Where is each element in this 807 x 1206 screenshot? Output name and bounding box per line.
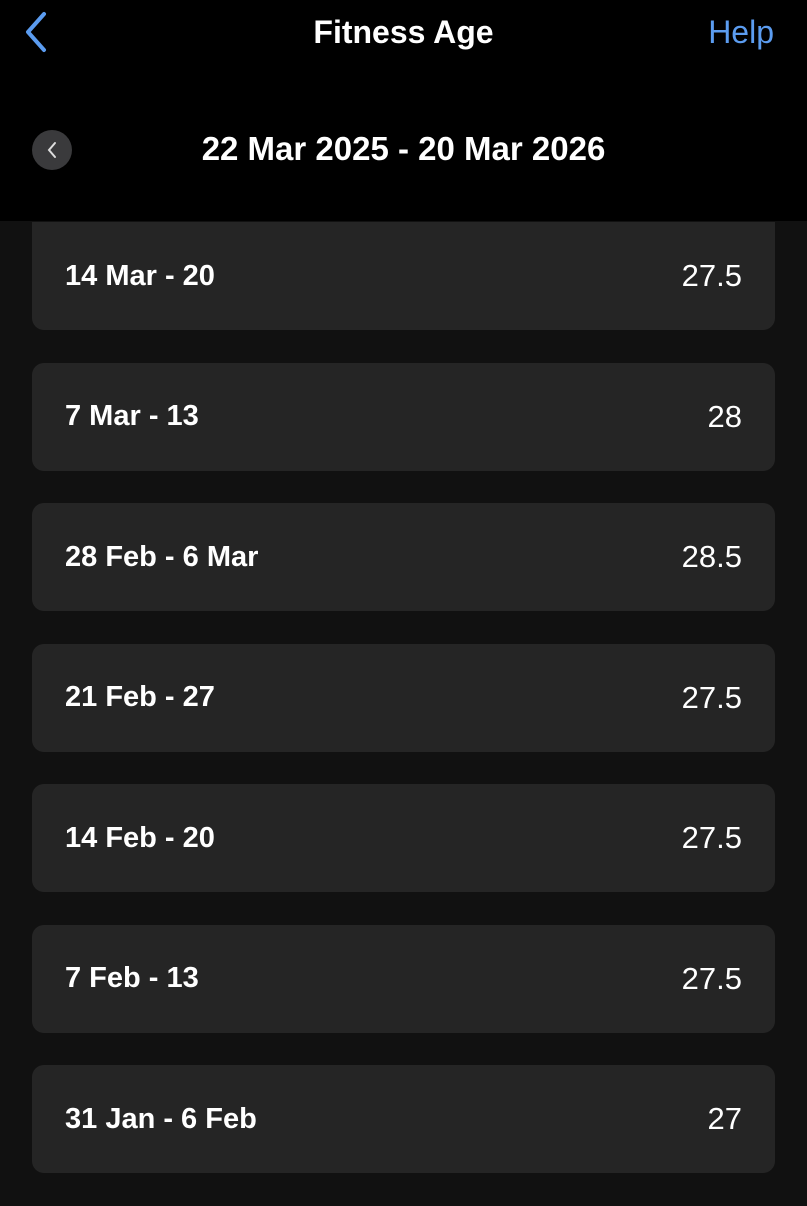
week-label: 14 Mar - 20 (65, 259, 215, 292)
week-label: 31 Jan - 6 Feb (65, 1102, 257, 1135)
week-label: 21 Feb - 27 (65, 681, 215, 713)
week-label: 7 Feb - 13 (65, 962, 199, 994)
fitness-age-value: 27 (707, 1101, 742, 1136)
week-label: 28 Feb - 6 Mar (65, 540, 259, 573)
chevron-left-icon (26, 12, 46, 52)
fitness-age-value: 28.5 (681, 539, 742, 574)
fitness-age-value: 28 (707, 398, 742, 434)
list-item[interactable]: 7 Mar - 13 28 (32, 362, 775, 471)
list-item[interactable]: 28 Feb - 6 Mar 28.5 (32, 503, 775, 611)
previous-range-button[interactable] (32, 130, 72, 170)
list-item[interactable]: 14 Mar - 20 27.5 (32, 222, 775, 330)
week-label: 14 Feb - 20 (65, 821, 215, 854)
help-button[interactable]: Help (708, 14, 774, 50)
fitness-age-value: 27.5 (681, 960, 742, 996)
date-range-label: 22 Mar 2025 - 20 Mar 2026 (201, 130, 606, 167)
page-title: Fitness Age (313, 14, 494, 50)
fitness-age-value: 27.5 (681, 258, 742, 293)
list-item[interactable]: 14 Feb - 20 27.5 (32, 784, 775, 892)
fitness-age-value: 27.5 (681, 820, 742, 855)
nav-header: Fitness Age Help 22 Mar 2025 - 20 Mar 20… (0, 0, 807, 221)
back-button[interactable] (22, 10, 62, 54)
list-item[interactable]: 31 Jan - 6 Feb 27 (32, 1065, 775, 1173)
chevron-left-icon (47, 142, 56, 158)
fitness-age-value: 27.5 (681, 679, 742, 715)
weekly-fitness-age-list: 14 Mar - 20 27.5 7 Mar - 13 28 28 Feb - 6 Ma… (32, 222, 775, 1206)
week-label: 7 Mar - 13 (65, 400, 199, 432)
list-item[interactable]: 21 Feb - 27 27.5 (32, 643, 775, 752)
list-item[interactable]: 7 Feb - 13 27.5 (32, 924, 775, 1033)
